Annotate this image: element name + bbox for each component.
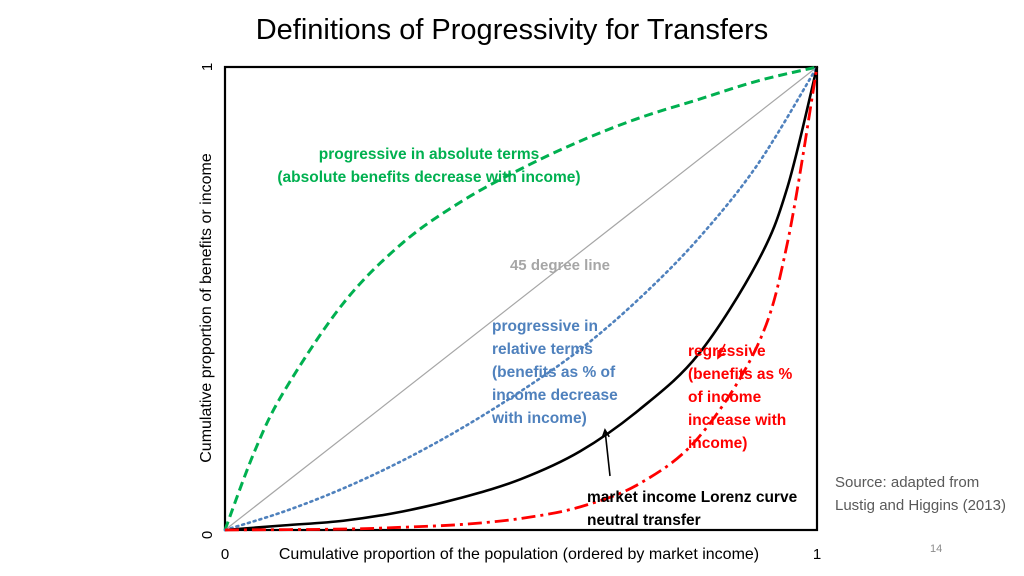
annotation-line: with income) — [491, 410, 587, 427]
annotation-line: progressive in absolute terms — [319, 146, 540, 163]
axis-layer: 0 1 Cumulative proportion of the populat… — [198, 63, 821, 563]
series-line-lorenz — [224, 66, 819, 532]
regressive-pointer-arrow — [717, 343, 726, 360]
x-axis-label: Cumulative proportion of the population … — [279, 546, 759, 563]
series-layer — [223, 65, 819, 532]
annotation-line: relative terms — [492, 341, 593, 358]
page-number: 14 — [930, 543, 943, 555]
annotation-diagonal: 45 degree line — [510, 257, 610, 274]
annotation-line: progressive in — [492, 318, 598, 335]
series-line-regressive — [224, 66, 819, 532]
annotation-line: 45 degree line — [510, 257, 610, 274]
annotation-absolute: progressive in absolute terms (absolute b… — [277, 146, 580, 186]
series-line-absolute — [223, 65, 818, 531]
x-tick-label: 0 — [221, 546, 229, 563]
annotation-line: (benefits as % — [688, 366, 792, 383]
annotation-line: neutral transfer — [587, 512, 701, 529]
slide-title: Definitions of Progressivity for Transfe… — [255, 14, 769, 46]
annotation-line: income decrease — [492, 387, 618, 404]
annotation-line: regressive — [688, 343, 766, 360]
series-line-diagonal — [224, 66, 818, 531]
plot-frame — [223, 65, 819, 532]
annotation-line: income) — [688, 435, 747, 452]
annotation-lorenz: market income Lorenz curve neutral transf… — [587, 489, 798, 529]
series-line-relative — [223, 65, 819, 532]
annotation-line: increase with — [688, 412, 786, 429]
x-tick-label: 1 — [813, 546, 821, 563]
y-axis-label: Cumulative proportion of benefits or inc… — [198, 153, 215, 463]
annotation-layer: progressive in absolute terms (absolute b… — [277, 146, 797, 529]
source-note: Source: adapted from Lustig and Higgins … — [835, 474, 1006, 514]
annotation-line: (benefits as % of — [492, 364, 616, 381]
y-tick-label: 0 — [199, 531, 216, 539]
annotation-line: (absolute benefits decrease with income) — [277, 169, 580, 186]
lorenz-pointer-arrow — [601, 428, 611, 477]
annotation-line: market income Lorenz curve — [587, 489, 798, 506]
y-tick-label: 1 — [199, 63, 216, 71]
annotation-relative: progressive in relative terms (benefits as… — [491, 318, 618, 427]
annotation-regressive: regressive (benefits as % of income increas… — [688, 343, 792, 452]
annotation-line: of income — [688, 389, 762, 406]
